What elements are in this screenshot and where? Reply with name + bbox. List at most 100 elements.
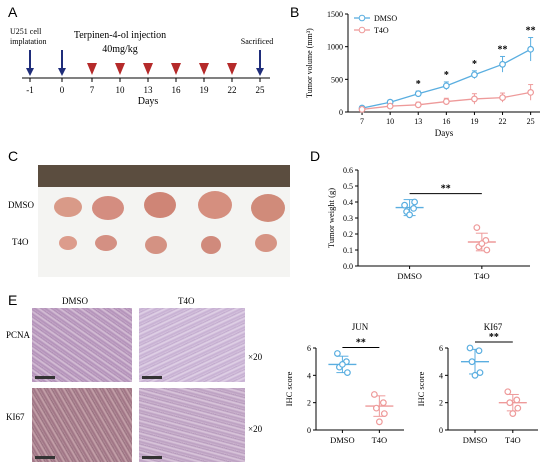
tumor-t4o-3 bbox=[145, 236, 167, 254]
ihc-pcna-dmso bbox=[32, 308, 132, 382]
y-tick-label: 0.6 bbox=[343, 166, 353, 175]
data-point bbox=[380, 410, 388, 417]
timeline-day-label: -1 bbox=[26, 85, 34, 95]
y-axis-label: IHC score bbox=[416, 371, 426, 406]
arrow-head bbox=[58, 68, 66, 76]
timeline-day-label: 10 bbox=[116, 85, 126, 95]
x-tick-label: 10 bbox=[386, 117, 394, 126]
timeline-day-label: 16 bbox=[172, 85, 182, 95]
tumor-dmso-3 bbox=[144, 192, 176, 218]
data-point bbox=[513, 396, 521, 404]
x-tick-label: 25 bbox=[527, 117, 535, 126]
photo-row-t4o: T4O bbox=[12, 237, 29, 247]
data-point bbox=[527, 45, 535, 53]
ihc-col-t4o: T4O bbox=[178, 296, 195, 306]
x-axis-label: Days bbox=[435, 128, 454, 138]
panel-label-e: E bbox=[8, 292, 18, 308]
y-tick-label: 0.3 bbox=[343, 214, 353, 223]
data-point bbox=[386, 102, 394, 110]
x-tick-label: 13 bbox=[414, 117, 422, 126]
ihc-ki67-dmso bbox=[32, 388, 132, 462]
y-tick-label: 1000 bbox=[327, 43, 343, 52]
data-point bbox=[504, 388, 512, 396]
y-tick-label: 0.1 bbox=[343, 246, 353, 255]
data-point bbox=[411, 198, 418, 206]
timeline-axis-label: Days bbox=[138, 96, 159, 107]
x-tick-label: 22 bbox=[499, 117, 507, 126]
timeline-day-label: 19 bbox=[200, 85, 210, 95]
tumor-samples bbox=[54, 191, 285, 254]
y-axis-label: IHC score bbox=[284, 371, 294, 406]
photo-label-strip bbox=[8, 165, 38, 277]
timeline-day-label: 22 bbox=[228, 85, 237, 95]
data-point bbox=[442, 98, 450, 105]
data-point bbox=[471, 71, 478, 79]
data-point bbox=[406, 211, 413, 219]
timeline-day-label: 13 bbox=[144, 85, 154, 95]
data-point bbox=[509, 410, 517, 417]
sacrificed-label: Sacrificed bbox=[241, 37, 273, 46]
significance-mark: ** bbox=[526, 26, 536, 37]
ihc-mag-row1: ×20 bbox=[248, 352, 263, 362]
y-tick-label: 1500 bbox=[327, 10, 343, 19]
injection-marker bbox=[227, 63, 237, 75]
tumor-t4o-5 bbox=[255, 234, 277, 252]
injection-label: Terpinen-4-ol injection bbox=[74, 30, 166, 41]
data-point bbox=[475, 347, 483, 355]
dose-label: 40mg/kg bbox=[102, 44, 138, 55]
panel-label-b: B bbox=[290, 4, 300, 20]
ki67-score-chart: KI67 0 2 4 6 DMSO T4O IHC score ** bbox=[416, 322, 538, 445]
ihc-row-pcna: PCNA bbox=[6, 330, 31, 340]
x-category-label: DMSO bbox=[330, 435, 355, 445]
ihc-mag-row2: ×20 bbox=[248, 424, 263, 434]
significance-mark: * bbox=[444, 70, 449, 81]
panel-label-c: C bbox=[8, 148, 19, 164]
y-tick-label: 4 bbox=[439, 371, 443, 380]
data-point bbox=[478, 240, 486, 247]
data-point bbox=[358, 105, 366, 113]
ihc-pcna-t4o bbox=[139, 308, 245, 382]
data-point bbox=[527, 88, 535, 96]
y-tick-label: 0.0 bbox=[343, 262, 353, 271]
y-tick-label: 0.2 bbox=[343, 230, 353, 239]
significance-mark: ** bbox=[498, 44, 508, 55]
jun-score-chart: JUN 0 2 4 6 DMSO T4O IHC score ** bbox=[284, 322, 404, 445]
legend-label: T4O bbox=[374, 26, 389, 35]
y-tick-label: 0 bbox=[439, 426, 443, 435]
photo-top-band bbox=[38, 165, 290, 187]
y-tick-label: 0.5 bbox=[343, 182, 353, 191]
data-point bbox=[514, 404, 522, 412]
tumor-t4o-1 bbox=[59, 236, 77, 250]
legend-marker bbox=[358, 26, 366, 34]
tumor-t4o-2 bbox=[95, 235, 117, 251]
data-point bbox=[370, 391, 378, 398]
significance-mark: ** bbox=[441, 184, 451, 195]
data-point bbox=[476, 369, 484, 376]
injection-marker bbox=[199, 63, 209, 75]
timeline-day-label: 25 bbox=[256, 85, 266, 95]
scale-bar bbox=[35, 456, 55, 459]
x-category-label: T4O bbox=[474, 271, 490, 281]
data-point bbox=[473, 224, 481, 231]
x-category-label: T4O bbox=[505, 435, 521, 445]
timeline-diagram: Terpinen-4-ol injection 40mg/kg U251 cel… bbox=[10, 27, 273, 107]
y-tick-label: 0 bbox=[339, 108, 343, 117]
y-tick-label: 0.4 bbox=[343, 198, 353, 207]
tumor-dmso-5 bbox=[251, 194, 285, 222]
y-axis-label: Tumor weight (g) bbox=[326, 188, 336, 248]
arrow-head bbox=[26, 68, 34, 76]
data-point bbox=[401, 201, 408, 209]
timeline-day-label: 7 bbox=[90, 85, 95, 95]
scale-bar bbox=[142, 376, 162, 379]
data-point bbox=[372, 404, 380, 412]
significance-mark: * bbox=[416, 79, 421, 90]
significance-mark: ** bbox=[489, 332, 499, 343]
x-tick-label: 19 bbox=[470, 117, 478, 126]
data-point bbox=[506, 399, 514, 407]
x-category-label: T4O bbox=[372, 435, 388, 445]
data-point bbox=[499, 94, 506, 102]
significance-mark: ** bbox=[356, 337, 366, 348]
data-point bbox=[499, 60, 506, 68]
legend-marker bbox=[358, 14, 366, 22]
chart-title: KI67 bbox=[484, 322, 503, 332]
